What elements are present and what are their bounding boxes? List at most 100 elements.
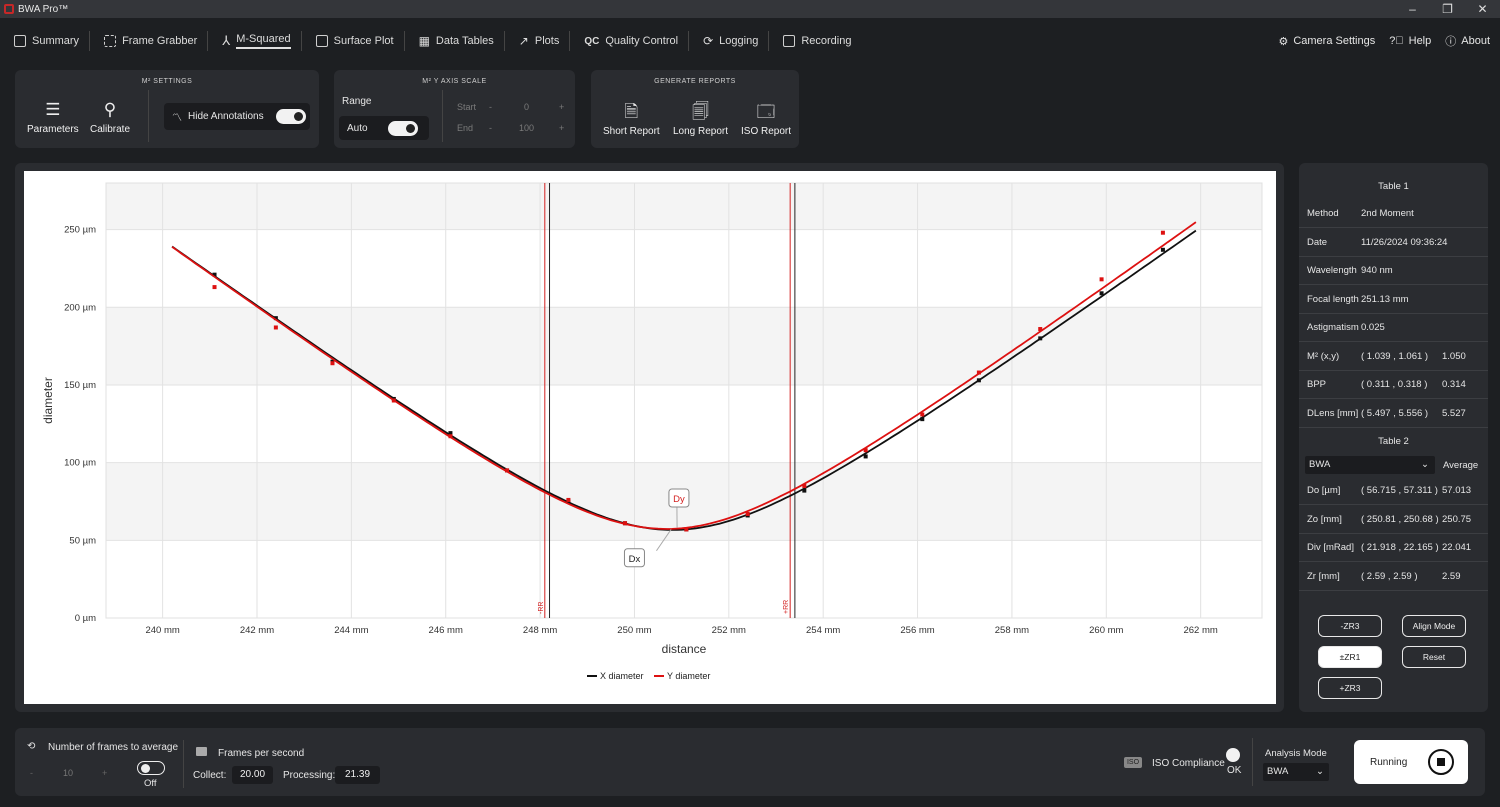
y-axis-scale-panel: M² Y AXIS SCALE Range Auto Start - 0 + E… [334,70,575,148]
start-input[interactable]: 0 [524,102,530,112]
m2-settings-panel: M² SETTINGS ☰ Parameters ⚲ Calibrate 〽 Hid… [15,70,319,148]
data-point-y [1038,327,1043,332]
pm-zr1-button[interactable]: ±ZR1 [1318,646,1382,668]
table2-row: Zr [mm] ( 2.59 , 2.59 ) 2.59 [1299,563,1488,591]
table2-title: Table 2 [1378,436,1409,447]
auto-range-control[interactable]: Auto [339,116,429,140]
m-squared-chart[interactable]: 240 mm 242 mm 244 mm 246 mm 248 mm 250 mm 252 … [24,171,1276,704]
y-tick-label: 50 µm [69,535,96,546]
align-mode-button[interactable]: Align Mode [1402,615,1466,637]
app-title: BWA Pro™ [18,3,69,15]
tab-m-squared[interactable]: ⅄ M-Squared [222,33,291,49]
auto-range-toggle[interactable] [387,120,418,136]
camera-settings-button[interactable]: ⚙ Camera Settings [1278,35,1376,48]
data-point-x [976,378,981,383]
iso-compliance-label: ISO Compliance [1152,758,1225,769]
chart-panel: 240 mm 242 mm 244 mm 246 mm 248 mm 250 mm 252 … [15,163,1284,712]
data-point-x [273,316,278,321]
help-button[interactable]: ?⃝ Help [1389,35,1432,47]
data-point-x [1160,247,1165,252]
close-icon[interactable]: ✕ [1477,2,1488,16]
tab-logging[interactable]: ⟳ Logging [703,34,759,48]
table1-cell-k: DLens [mm] [1307,407,1359,419]
plus-zr3-button[interactable]: +ZR3 [1318,677,1382,699]
tab-quality-control[interactable]: QC Quality Control [584,35,679,47]
analysis-mode-select[interactable]: BWA ⌄ [1263,763,1329,781]
minus-zr3-button[interactable]: -ZR3 [1318,615,1382,637]
stop-button[interactable] [1428,749,1454,775]
tab-plots[interactable]: ↗ Plots [518,34,560,48]
data-point-y [391,398,396,403]
data-point-x [212,272,217,277]
hide-annotations-toggle[interactable] [275,109,306,124]
rayleigh-label: -RR [538,602,545,614]
tab-recording[interactable]: Recording [769,18,861,64]
long-report-button[interactable]: 🗐 Long Report [673,102,729,137]
iso-report-icon: 🗔 [756,102,776,121]
collect-value: 20.00 [232,766,273,784]
table2-cell-v2: 22.041 [1442,542,1472,553]
minimize-icon[interactable]: – [1409,2,1416,16]
table2-row: Do [µm] ( 56.715 , 57.311 ) 57.013 [1299,477,1488,505]
dy-callout [668,488,690,508]
main-nav: Summary Frame Grabber ⅄ M-Squared Surface… [0,18,1500,64]
tab-surface-plot[interactable]: Surface Plot [302,18,404,64]
reset-button[interactable]: Reset [1402,646,1466,668]
table1-cell-v: ( 0.311 , 0.318 ) [1361,379,1428,390]
frames-average-increment[interactable]: + [102,768,108,778]
data-point-y [920,412,925,417]
recording-icon [783,35,796,47]
start-label: Start [457,102,477,112]
data-point-y [1160,230,1165,235]
table1-cell-v: 11/26/2024 09:36:24 [1361,236,1448,248]
frames-average-decrement[interactable]: - [30,768,33,778]
table1-cell-v: ( 1.039 , 1.061 ) [1361,350,1429,362]
table1-cell-k: M² (x,y) [1307,350,1340,362]
parameters-button[interactable]: ☰ Parameters [27,100,79,135]
x-tick-label: 248 mm [523,625,557,636]
x-tick-label: 244 mm [334,625,368,636]
table1-cell-v2: 0.314 [1442,379,1466,390]
restore-icon[interactable]: ❐ [1442,2,1453,16]
frames-average-input[interactable]: 10 [63,768,74,778]
frames-average-toggle[interactable] [137,761,165,775]
tab-frame-grabber[interactable]: Frame Grabber [90,18,207,64]
end-input[interactable]: 100 [519,123,535,133]
y-tick-label: 250 µm [64,225,96,236]
data-point-y [802,483,807,488]
x-tick-label: 258 mm [995,625,1029,636]
table2-cell-v: ( 21.918 , 22.165 ) [1361,542,1439,553]
table2-method-select[interactable]: BWA ⌄ [1305,456,1435,474]
tab-data-tables[interactable]: ▦ Data Tables [418,34,494,48]
frame-grabber-icon [104,35,117,47]
data-point-x [802,488,807,493]
results-panel: Table 1 Method 2nd Moment Date 11/26/2024 0… [1299,163,1488,712]
calibrate-button[interactable]: ⚲ Calibrate [90,100,131,135]
frames-average-icon: ⟲ [27,741,36,752]
start-decrement[interactable]: - [489,102,492,112]
short-report-button[interactable]: 🗎 Short Report [603,102,660,137]
x-tick-label: 260 mm [1089,625,1123,636]
y-tick-label: 150 µm [64,380,96,391]
data-point-y [863,448,868,453]
tab-summary[interactable]: Summary [0,18,89,64]
end-decrement[interactable]: - [489,123,492,133]
table1-cell-k: Focal length [1307,293,1359,305]
table2-cell-v2: 250.75 [1442,513,1472,525]
table1-row: Date 11/26/2024 09:36:24 [1299,229,1488,257]
dx-leader [656,529,672,552]
line-chart-icon: 〽 [172,113,182,124]
table1-cell-k: Wavelength [1307,265,1357,276]
iso-report-button[interactable]: 🗔 ISO Report [741,102,792,137]
legend-label-y: Y diameter [667,671,710,681]
run-control[interactable]: Running [1354,740,1468,784]
end-increment[interactable]: + [559,123,565,133]
y-tick-label: 200 µm [64,302,96,313]
table1-cell-v2: 1.050 [1442,350,1466,362]
hide-annotations-control[interactable]: 〽 Hide Annotations [164,103,310,130]
about-button[interactable]: ⓘ About [1445,35,1490,48]
start-increment[interactable]: + [559,102,565,112]
summary-icon [14,35,26,47]
dx-callout [623,548,645,568]
x-tick-label: 240 mm [145,625,179,636]
